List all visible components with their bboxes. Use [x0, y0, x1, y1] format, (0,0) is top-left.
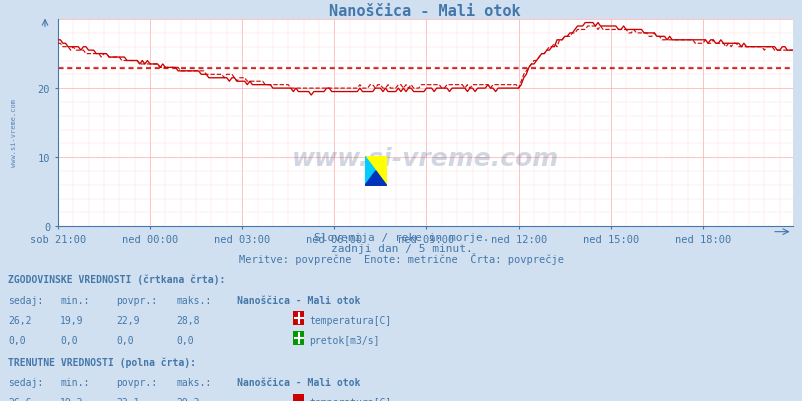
Text: 0,0: 0,0 — [176, 335, 194, 345]
Text: 28,8: 28,8 — [176, 315, 200, 325]
Text: sedaj:: sedaj: — [8, 295, 43, 305]
Text: temperatura[C]: temperatura[C] — [309, 315, 391, 325]
Text: 29,3: 29,3 — [176, 397, 200, 401]
Text: 22,9: 22,9 — [116, 315, 140, 325]
Text: TRENUTNE VREDNOSTI (polna črta):: TRENUTNE VREDNOSTI (polna črta): — [8, 356, 196, 367]
Text: min.:: min.: — [60, 377, 90, 387]
Text: Nanoščica - Mali otok: Nanoščica - Mali otok — [237, 295, 360, 305]
Text: pretok[m3/s]: pretok[m3/s] — [309, 335, 379, 345]
Text: www.si-vreme.com: www.si-vreme.com — [291, 146, 558, 170]
Polygon shape — [364, 156, 375, 186]
Polygon shape — [364, 172, 387, 186]
Text: 19,3: 19,3 — [60, 397, 83, 401]
Text: maks.:: maks.: — [176, 295, 212, 305]
Text: Nanoščica - Mali otok: Nanoščica - Mali otok — [237, 377, 360, 387]
Text: 26,6: 26,6 — [8, 397, 31, 401]
Text: maks.:: maks.: — [176, 377, 212, 387]
Text: temperatura[C]: temperatura[C] — [309, 397, 391, 401]
Text: ZGODOVINSKE VREDNOSTI (črtkana črta):: ZGODOVINSKE VREDNOSTI (črtkana črta): — [8, 274, 225, 285]
Text: 19,9: 19,9 — [60, 315, 83, 325]
Text: 0,0: 0,0 — [116, 335, 134, 345]
Text: Slovenija / reke in morje.: Slovenija / reke in morje. — [314, 233, 488, 243]
Text: 0,0: 0,0 — [60, 335, 78, 345]
Text: sedaj:: sedaj: — [8, 377, 43, 387]
Text: povpr.:: povpr.: — [116, 377, 157, 387]
Text: 26,2: 26,2 — [8, 315, 31, 325]
Title: Nanoščica - Mali otok: Nanoščica - Mali otok — [329, 4, 520, 19]
Text: povpr.:: povpr.: — [116, 295, 157, 305]
Text: www.si-vreme.com: www.si-vreme.com — [11, 98, 18, 166]
Text: zadnji dan / 5 minut.: zadnji dan / 5 minut. — [330, 243, 472, 253]
Text: 23,1: 23,1 — [116, 397, 140, 401]
Text: Meritve: povprečne  Enote: metrične  Črta: povprečje: Meritve: povprečne Enote: metrične Črta:… — [239, 252, 563, 264]
Text: 0,0: 0,0 — [8, 335, 26, 345]
Text: min.:: min.: — [60, 295, 90, 305]
